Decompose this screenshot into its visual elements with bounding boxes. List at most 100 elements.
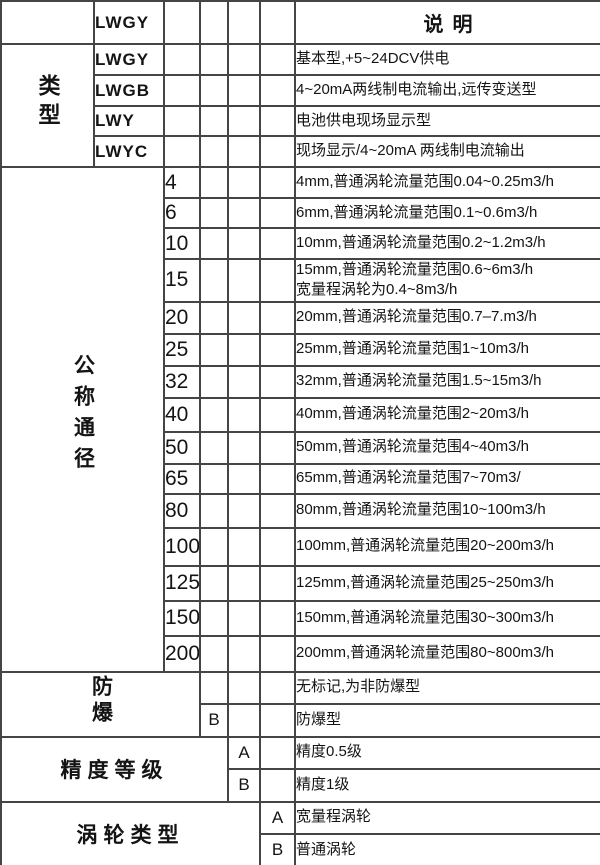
empty-cell <box>259 526 296 567</box>
table-row: B 普通涡轮 <box>1 832 600 865</box>
empty-cell <box>259 300 296 335</box>
empty-cell <box>259 332 296 367</box>
description-cell: 4mm,普通涡轮流量范围0.04~0.25m3/h <box>294 166 600 199</box>
empty-cell <box>199 105 229 137</box>
table-row: 15 15mm,普通涡轮流量范围0.6~6m3/h 宽量程涡轮为0.4~8m3/… <box>1 258 600 303</box>
empty-cell <box>227 364 261 399</box>
description-cell: 普通涡轮 <box>294 832 600 865</box>
option-code-cell: B <box>227 767 261 803</box>
empty-cell <box>199 258 229 303</box>
empty-cell <box>199 197 229 229</box>
empty-cell <box>199 396 229 433</box>
empty-cell <box>259 227 296 260</box>
description-cell: 65mm,普通涡轮流量范围7~70m3/ <box>294 462 600 495</box>
table-row: LWGB 4~20mA两线制电流输出,远传变送型 <box>1 74 600 107</box>
empty-cell <box>163 43 201 76</box>
table-row: 150 150mm,普通涡轮流量范围30~300m3/h <box>1 599 600 637</box>
empty-cell <box>199 634 229 673</box>
empty-cell <box>227 258 261 303</box>
empty-cell <box>259 166 296 199</box>
empty-cell <box>0 0 95 45</box>
description-cell: 10mm,普通涡轮流量范围0.2~1.2m3/h <box>294 227 600 260</box>
empty-cell <box>199 227 229 260</box>
size-code-cell: 15 <box>163 258 201 303</box>
table-row: LWYC 现场显示/4~20mA 两线制电流输出 <box>1 135 600 168</box>
empty-cell <box>259 0 296 45</box>
table-row: 50 50mm,普通涡轮流量范围4~40m3/h <box>1 430 600 465</box>
table-row: 精度等级 A 精度0.5级 <box>0 735 600 803</box>
model-code-cell: LWGB <box>93 74 165 107</box>
description-cell: 无标记,为非防爆型 <box>294 670 600 705</box>
section-accuracy-grade: 精度等级 <box>0 735 229 803</box>
table-row: 涡轮类型 A 宽量程涡轮 <box>0 800 600 865</box>
option-code-cell: A <box>259 800 296 835</box>
empty-cell <box>199 0 229 45</box>
empty-cell <box>227 634 261 673</box>
empty-cell <box>259 197 296 229</box>
description-cell: 125mm,普通涡轮流量范围25~250m3/h <box>294 564 600 602</box>
empty-cell <box>259 135 296 168</box>
description-cell: 80mm,普通涡轮流量范围10~100m3/h <box>294 492 600 529</box>
description-cell: 现场显示/4~20mA 两线制电流输出 <box>294 135 600 168</box>
description-cell: 25mm,普通涡轮流量范围1~10m3/h <box>294 332 600 367</box>
description-cell: 150mm,普通涡轮流量范围30~300m3/h <box>294 599 600 637</box>
description-cell: 200mm,普通涡轮流量范围80~800m3/h <box>294 634 600 673</box>
size-code-cell: 150 <box>163 599 201 637</box>
table-row: 125 125mm,普通涡轮流量范围25~250m3/h <box>1 564 600 602</box>
empty-cell <box>227 43 261 76</box>
empty-cell <box>227 564 261 602</box>
empty-cell <box>259 634 296 673</box>
size-code-cell: 80 <box>163 492 201 529</box>
empty-cell <box>163 135 201 168</box>
description-cell: 100mm,普通涡轮流量范围20~200m3/h <box>294 526 600 567</box>
empty-cell <box>227 526 261 567</box>
empty-cell <box>227 300 261 335</box>
empty-cell <box>163 0 201 45</box>
empty-cell <box>259 258 296 303</box>
size-code-cell: 65 <box>163 462 201 495</box>
empty-cell <box>199 599 229 637</box>
empty-cell <box>259 462 296 495</box>
description-column-title: 说明 <box>294 0 600 45</box>
table-row: 200 200mm,普通涡轮流量范围80~800m3/h <box>1 634 600 673</box>
option-code-cell: A <box>227 735 261 770</box>
empty-cell <box>227 135 261 168</box>
empty-cell <box>199 166 229 199</box>
description-cell: 精度1级 <box>294 767 600 803</box>
section-turbine-type: 涡轮类型 <box>0 800 261 865</box>
size-code-cell: 50 <box>163 430 201 465</box>
description-cell: 基本型,+5~24DCV供电 <box>294 43 600 76</box>
description-cell: 40mm,普通涡轮流量范围2~20m3/h <box>294 396 600 433</box>
empty-cell <box>227 492 261 529</box>
empty-cell <box>227 166 261 199</box>
option-code-cell: B <box>259 832 296 865</box>
empty-cell <box>259 735 296 770</box>
empty-cell <box>227 227 261 260</box>
description-line2: 宽量程涡轮为0.4~8m3/h <box>296 281 458 299</box>
description-cell: 20mm,普通涡轮流量范围0.7–7.m3/h <box>294 300 600 335</box>
empty-cell <box>199 300 229 335</box>
empty-cell <box>199 74 229 107</box>
table-row: 类型 LWGY 基本型,+5~24DCV供电 <box>0 43 600 168</box>
size-code-cell: 4 <box>163 166 201 199</box>
table-row: 32 32mm,普通涡轮流量范围1.5~15m3/h <box>1 364 600 399</box>
description-cell: 防爆型 <box>294 702 600 738</box>
empty-cell <box>199 564 229 602</box>
empty-cell <box>227 74 261 107</box>
size-code-cell: 100 <box>163 526 201 567</box>
table-row: 100 100mm,普通涡轮流量范围20~200m3/h <box>1 526 600 567</box>
empty-cell <box>199 364 229 399</box>
description-cell: 50mm,普通涡轮流量范围4~40m3/h <box>294 430 600 465</box>
empty-cell <box>163 105 201 137</box>
empty-cell <box>163 74 201 107</box>
option-code-cell <box>199 670 229 705</box>
table-row: 6 6mm,普通涡轮流量范围0.1~0.6m3/h <box>1 197 600 229</box>
size-code-cell: 25 <box>163 332 201 367</box>
size-code-cell: 125 <box>163 564 201 602</box>
empty-cell <box>259 74 296 107</box>
empty-cell <box>227 599 261 637</box>
description-cell: 宽量程涡轮 <box>294 800 600 835</box>
empty-cell <box>199 492 229 529</box>
